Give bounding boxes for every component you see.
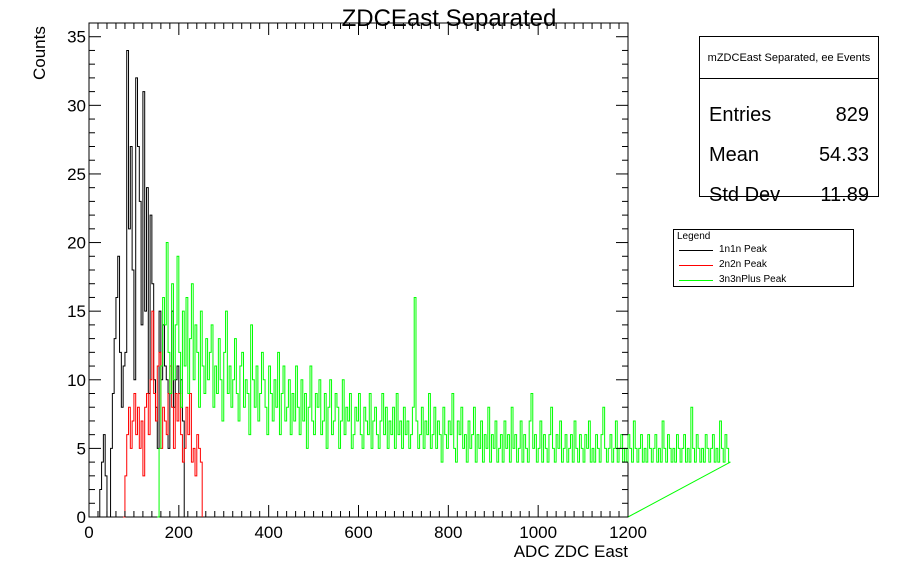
stats-entries-label: Entries [709,104,772,126]
legend-label-1n1n: 1n1n Peak [719,244,767,255]
legend-title: Legend [677,231,711,242]
legend-box: Legend 1n1n Peak 2n2n Peak 3n3nPlus Peak [673,229,854,287]
axis-layer: 0 200 400 600 800 1000 1200 0 5 10 15 20 25 30 35 [67,22,647,542]
legend-item-3n3nplus: 3n3nPlus Peak [674,273,853,287]
series-layer [97,49,731,518]
x-tick-label: 200 [165,523,193,542]
stats-mean-value: 54.33 [818,144,869,166]
y-tick-label: 20 [67,234,86,253]
stats-mean-label: Mean [709,144,760,166]
stats-row-entries: Entries 829 [709,95,869,135]
y-tick-label: 10 [67,371,86,390]
x-tick-label: 400 [254,523,282,542]
stats-box: mZDCEast Separated, ee Events Entries 82… [699,36,879,206]
legend-swatch-2n2n [679,265,713,266]
stats-stddev-value: 11.89 [820,184,869,206]
stats-title: mZDCEast Separated, ee Events [700,37,878,79]
legend-label-3n3nplus: 3n3nPlus Peak [719,274,787,285]
legend-item-1n1n: 1n1n Peak [674,243,853,257]
y-tick-label: 35 [67,28,86,47]
y-tick-label: 15 [67,302,86,321]
stats-row-mean: Mean 54.33 [709,135,869,175]
y-tick-label: 5 [77,439,86,458]
series-line-2 [157,242,731,518]
x-tick-label: 1000 [519,523,557,542]
x-tick-label: 800 [434,523,462,542]
y-tick-label: 30 [67,96,86,115]
y-tick-label: 0 [77,508,86,527]
y-tick-label: 25 [67,165,86,184]
x-tick-label: 0 [84,523,93,542]
chart-title: ZDCEast Separated [342,5,557,32]
series-line-1 [123,310,203,518]
x-tick-label: 600 [344,523,372,542]
x-axis-label: ADC ZDC East [514,542,629,561]
stats-stddev-label: Std Dev [709,184,781,206]
y-axis-label: Counts [30,26,49,80]
legend-swatch-3n3nplus [679,280,713,281]
stats-row-stddev: Std Dev 11.89 [709,175,869,215]
legend-item-2n2n: 2n2n Peak [674,258,853,272]
legend-label-2n2n: 2n2n Peak [719,259,767,270]
stats-entries-value: 829 [835,104,869,126]
legend-swatch-1n1n [679,250,713,251]
x-tick-label: 1200 [609,523,647,542]
